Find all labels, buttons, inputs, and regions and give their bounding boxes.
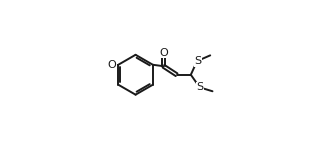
Text: O: O [108, 60, 116, 70]
Text: S: S [197, 82, 204, 92]
Text: O: O [159, 48, 168, 58]
Text: S: S [194, 56, 201, 66]
